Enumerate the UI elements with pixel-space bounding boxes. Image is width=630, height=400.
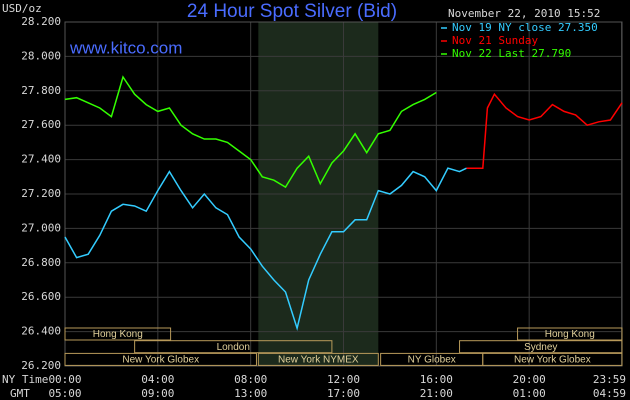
x-row-label: GMT: [10, 387, 30, 400]
price-line: [64, 167, 467, 331]
x-tick-label: 08:00: [234, 373, 267, 386]
x-tick-label: 16:00: [420, 373, 453, 386]
session-box: [517, 327, 623, 341]
session-label: Sydney: [524, 342, 557, 353]
x-tick-label-gmt: 17:00: [327, 387, 360, 400]
plot-back: [64, 21, 623, 367]
y-tick-label: 26.600: [21, 290, 61, 303]
session-box: [482, 352, 623, 366]
x-tick-label: 00:00: [48, 373, 81, 386]
timestamp: November 22, 2010 15:52: [448, 7, 600, 20]
x-tick-label: 04:00: [141, 373, 174, 386]
legend-label: Nov 19 NY close 27.350: [452, 21, 598, 34]
x-tick-label-gmt: 09:00: [141, 387, 174, 400]
watermark: www.kitco.com: [69, 38, 182, 57]
x-tick-label-gmt: 01:00: [513, 387, 546, 400]
x-tick-label: 23:59: [593, 373, 626, 386]
y-tick-label: 27.200: [21, 187, 61, 200]
y-tick-label: 27.000: [21, 221, 61, 234]
session-label: New York Globex: [514, 355, 591, 366]
x-tick-label-gmt: 05:00: [48, 387, 81, 400]
session-label: New York Globex: [122, 355, 199, 366]
session-box: [459, 340, 623, 354]
price-line: [64, 75, 437, 189]
session-box: [64, 352, 257, 366]
legend-label: Nov 21 Sunday: [452, 34, 538, 47]
y-tick-label: 27.600: [21, 118, 61, 131]
session-box: [64, 327, 172, 341]
x-tick-label-gmt: 13:00: [234, 387, 267, 400]
session-label: London: [217, 342, 250, 353]
session-label: NY Globex: [408, 355, 456, 366]
legend-label: Nov 22 Last 27.790: [452, 47, 571, 60]
session-box: [257, 352, 379, 366]
y-tick-label: 26.400: [21, 325, 61, 338]
session-label: Hong Kong: [545, 329, 595, 340]
y-tick-label: 28.200: [21, 15, 61, 28]
chart-title: 24 Hour Spot Silver (Bid): [187, 1, 397, 22]
y-tick-label: 27.400: [21, 153, 61, 166]
session-label: New York NYMEX: [278, 355, 359, 366]
y-tick-label: 27.800: [21, 84, 61, 97]
y-tick-label: 26.800: [21, 256, 61, 269]
plot-frame: [64, 21, 623, 367]
price-line: [466, 92, 623, 169]
session-label: Hong Kong: [93, 329, 143, 340]
x-tick-label: 20:00: [513, 373, 546, 386]
y-tick-label: 26.200: [21, 359, 61, 372]
x-row-label: NY Time: [2, 373, 48, 386]
y-unit: USD/oz: [2, 2, 42, 15]
x-tick-label: 12:00: [327, 373, 360, 386]
y-tick-label: 28.000: [21, 49, 61, 62]
x-tick-label-gmt: 04:59: [593, 387, 626, 400]
x-tick-label-gmt: 21:00: [420, 387, 453, 400]
session-box: [134, 340, 333, 354]
